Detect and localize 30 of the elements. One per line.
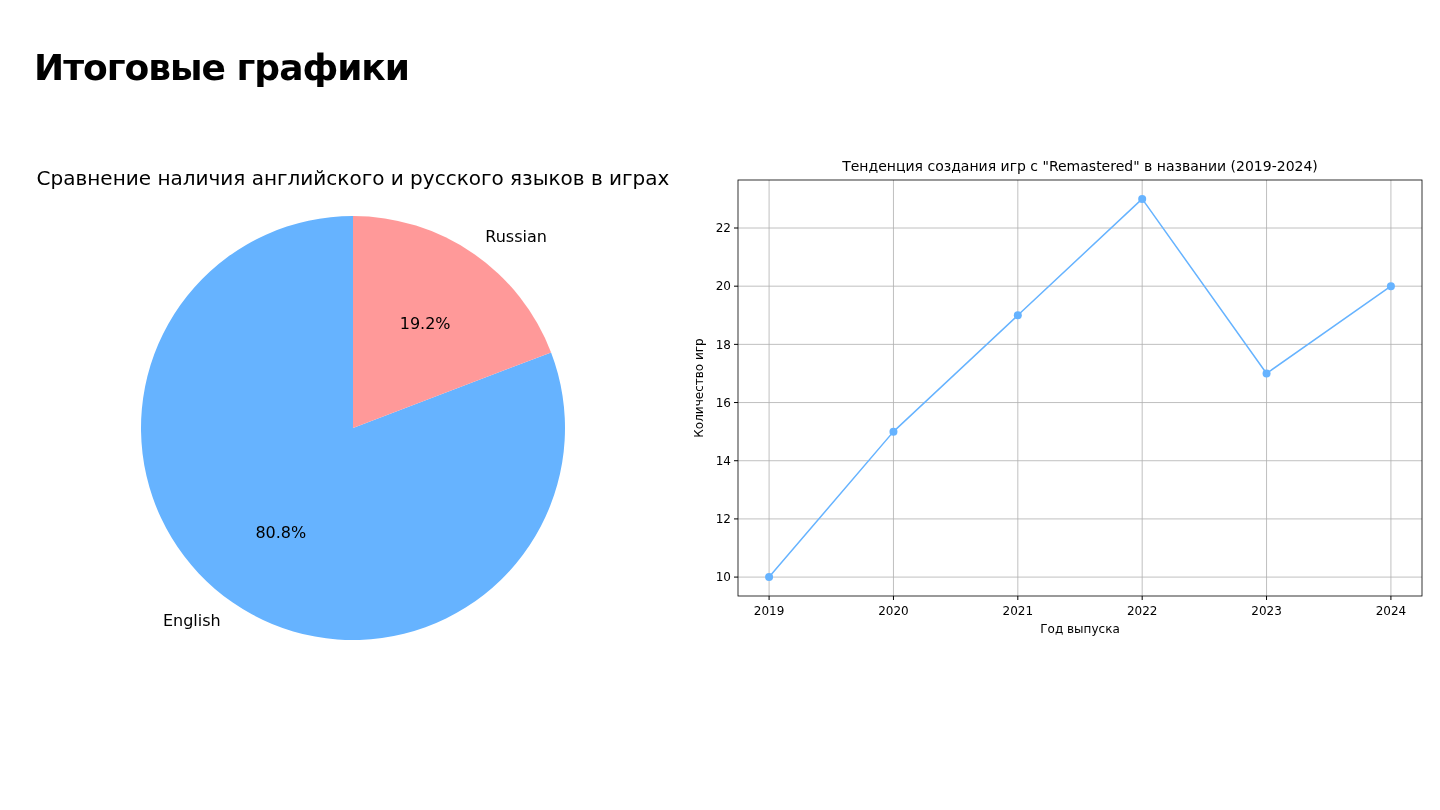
point xyxy=(889,427,898,436)
data-label: 80.8% xyxy=(255,523,307,543)
point xyxy=(1138,194,1147,203)
x-axis-title: Год выпуска xyxy=(1040,622,1120,636)
y-tick-label: 10 xyxy=(715,570,731,585)
x-tick-label: 2021 xyxy=(1002,604,1034,618)
data-label: 19.2% xyxy=(399,313,451,333)
x-tick-label: 2023 xyxy=(1251,604,1282,618)
point xyxy=(1013,311,1022,320)
pie-slice xyxy=(141,216,565,640)
y-tick-label: 14 xyxy=(715,453,731,468)
y-axis-title: Количество игр xyxy=(692,338,706,438)
x-tick-label: 2022 xyxy=(1126,604,1158,618)
slice-label: Russian xyxy=(485,226,547,246)
y-tick-label: 20 xyxy=(715,279,731,294)
y-tick-label: 18 xyxy=(715,337,731,352)
y-tick-label: 12 xyxy=(715,512,731,527)
x-tick-label: 2019 xyxy=(753,604,785,618)
x-tick-label: 2020 xyxy=(878,604,909,618)
point xyxy=(1262,369,1271,378)
y-tick-label: 16 xyxy=(715,395,731,410)
chart-title: Сравнение наличия английского и русского языков в играх xyxy=(36,166,670,190)
x-tick-label: 2024 xyxy=(1375,604,1407,618)
slice-label: English xyxy=(162,610,221,630)
text: Итоговые графики xyxy=(34,47,410,88)
y-tick-label: 22 xyxy=(715,221,731,236)
chart-title: Тенденция создания игр с "Remastered" в названии (2019-2024) xyxy=(841,158,1318,174)
pie-slice xyxy=(353,216,552,428)
point xyxy=(1386,282,1395,291)
point xyxy=(765,573,774,582)
